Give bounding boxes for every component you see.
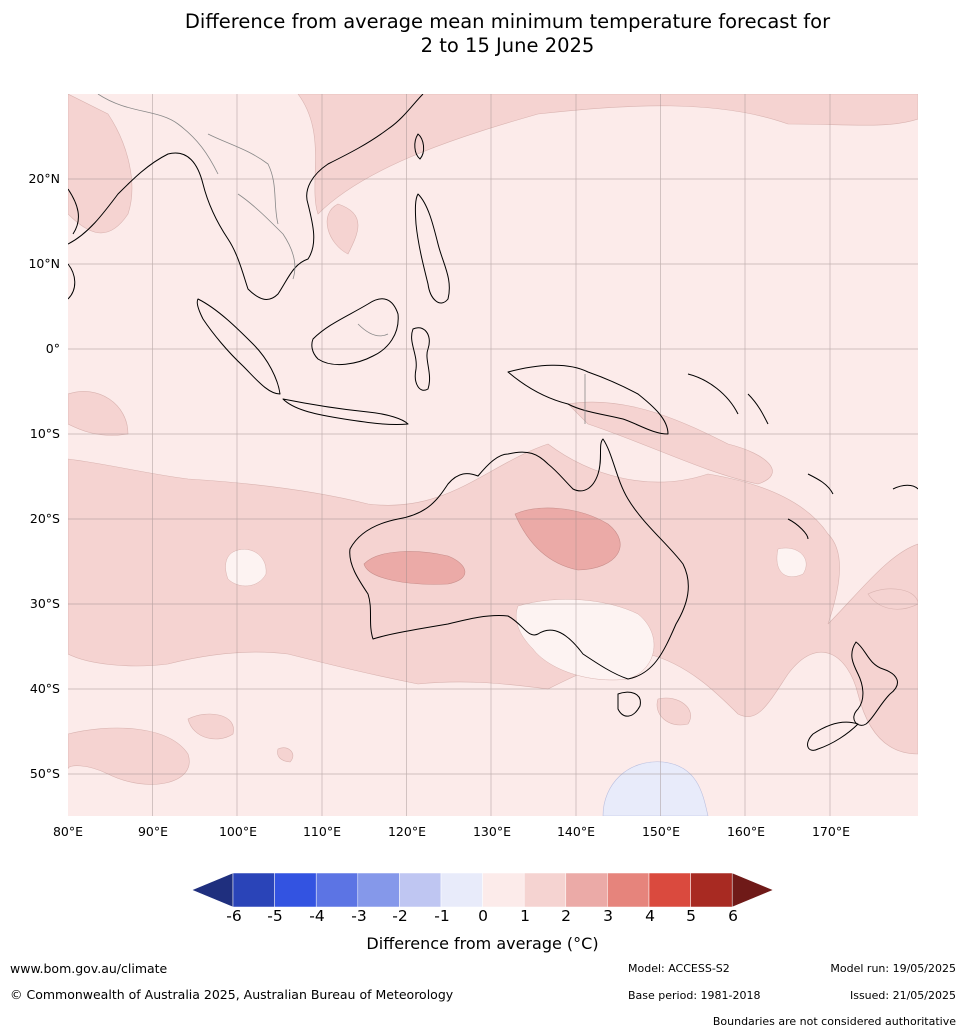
lat-label-40S: 40°S bbox=[29, 681, 60, 696]
anomaly-field-2-3 bbox=[363, 507, 621, 585]
colorbar-arrow-high bbox=[731, 872, 774, 908]
colorbar-tick: -1 bbox=[434, 907, 450, 925]
sulawesi-coastline bbox=[411, 327, 431, 391]
india-coastline bbox=[68, 188, 79, 300]
colorbar-tick: -5 bbox=[267, 907, 283, 925]
colorbar-label-unit: °C) bbox=[573, 934, 599, 953]
lat-label-20S: 20°S bbox=[29, 511, 60, 526]
lon-label-110E: 110°E bbox=[302, 824, 341, 839]
new-zealand-south-coastline bbox=[807, 721, 859, 751]
colorbar-tick: 0 bbox=[478, 907, 488, 925]
footer-website: www.bom.gov.au/climate bbox=[10, 961, 168, 976]
sumatra-coastline bbox=[196, 298, 281, 395]
lon-label-150E: 150°E bbox=[641, 824, 680, 839]
lon-label-80E: 80°E bbox=[52, 824, 84, 839]
lat-label-10S: 10°S bbox=[29, 426, 60, 441]
lon-label-160E: 160°E bbox=[726, 824, 765, 839]
new-guinea-coastline bbox=[507, 364, 669, 435]
footer-base-period: Base period: 1981-2018 bbox=[628, 989, 761, 1002]
anomaly-field-near-zero bbox=[225, 547, 807, 681]
colorbar-tick: 4 bbox=[645, 907, 655, 925]
colorbar-tick: -6 bbox=[226, 907, 242, 925]
colorbar-label: Difference from average (°C) bbox=[0, 934, 965, 953]
footer-disclaimer: Boundaries are not considered authoritat… bbox=[712, 1015, 956, 1028]
colorbar-swatch bbox=[690, 872, 733, 908]
colorbar-tick: 5 bbox=[686, 907, 696, 925]
colorbar-tick: -4 bbox=[309, 907, 325, 925]
colorbar-label-text: Difference from average ( bbox=[366, 934, 574, 953]
colorbar-swatch bbox=[315, 872, 359, 908]
taiwan-coastline bbox=[414, 133, 425, 160]
colorbar-svg bbox=[191, 872, 774, 908]
colorbar-swatch bbox=[607, 872, 650, 908]
java-coastline bbox=[282, 398, 409, 426]
lon-label-100E: 100°E bbox=[218, 824, 257, 839]
colorbar-swatch bbox=[357, 872, 400, 908]
map-title: Difference from average mean minimum tem… bbox=[0, 10, 965, 58]
lat-label-50S: 50°S bbox=[29, 766, 60, 781]
colorbar-swatch bbox=[399, 872, 442, 908]
coastlines bbox=[68, 94, 918, 751]
colorbar-tick: 6 bbox=[728, 907, 738, 925]
anomaly-field-0-1 bbox=[68, 94, 918, 816]
colorbar bbox=[191, 872, 774, 911]
colorbar-arrow-low bbox=[191, 872, 234, 908]
colorbar-swatch bbox=[565, 872, 608, 908]
country-boundaries bbox=[97, 94, 586, 424]
gridlines bbox=[68, 94, 918, 816]
philippines-coastline bbox=[414, 193, 450, 304]
lat-label-0: 0° bbox=[45, 341, 60, 356]
colorbar-swatch bbox=[523, 872, 567, 908]
colorbar-tick: -2 bbox=[392, 907, 408, 925]
footer-model: Model: ACCESS-S2 bbox=[628, 962, 730, 975]
lon-label-90E: 90°E bbox=[137, 824, 169, 839]
colorbar-swatch bbox=[648, 872, 691, 908]
australia-coastline bbox=[349, 438, 689, 680]
map-svg bbox=[68, 94, 918, 816]
colorbar-tick: 1 bbox=[520, 907, 530, 925]
lon-label-130E: 130°E bbox=[472, 824, 511, 839]
lat-label-20N: 20°N bbox=[28, 171, 60, 186]
lat-label-10N: 10°N bbox=[28, 256, 60, 271]
lon-label-170E: 170°E bbox=[811, 824, 850, 839]
lon-label-140E: 140°E bbox=[556, 824, 595, 839]
lon-label-120E: 120°E bbox=[387, 824, 426, 839]
footer-model-run: Model run: 19/05/2025 bbox=[830, 962, 956, 975]
borneo-coastline bbox=[311, 298, 399, 366]
lat-label-30S: 30°S bbox=[29, 596, 60, 611]
footer-issued: Issued: 21/05/2025 bbox=[849, 989, 956, 1002]
colorbar-tick: 2 bbox=[561, 907, 571, 925]
footer-copyright: © Commonwealth of Australia 2025, Austra… bbox=[10, 987, 454, 1002]
tasmania-coastline bbox=[617, 691, 641, 717]
title-line-1: Difference from average mean minimum tem… bbox=[184, 10, 831, 33]
colorbar-swatch bbox=[440, 872, 483, 908]
asia-mainland-coastline bbox=[68, 94, 424, 300]
colorbar-swatch bbox=[232, 872, 275, 908]
colorbar-swatch bbox=[482, 872, 525, 908]
new-zealand-coastline bbox=[851, 641, 898, 726]
colorbar-tick: 3 bbox=[603, 907, 613, 925]
colorbar-swatch bbox=[274, 872, 317, 908]
title-line-2: 2 to 15 June 2025 bbox=[420, 34, 595, 57]
colorbar-tick: -3 bbox=[351, 907, 367, 925]
forecast-map bbox=[68, 94, 918, 816]
